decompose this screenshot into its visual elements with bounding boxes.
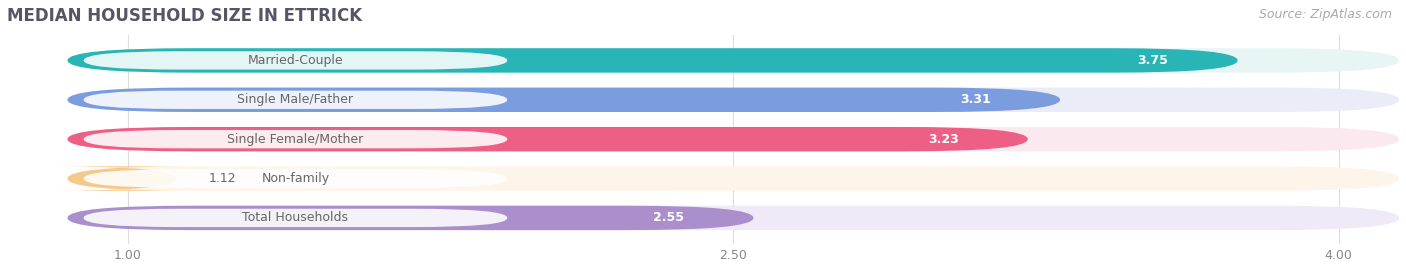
Text: Non-family: Non-family	[262, 172, 329, 185]
FancyBboxPatch shape	[67, 206, 754, 230]
Text: Single Female/Mother: Single Female/Mother	[228, 133, 364, 146]
FancyBboxPatch shape	[83, 51, 508, 70]
FancyBboxPatch shape	[52, 166, 193, 191]
FancyBboxPatch shape	[67, 88, 1060, 112]
FancyBboxPatch shape	[67, 206, 1399, 230]
FancyBboxPatch shape	[67, 88, 1399, 112]
FancyBboxPatch shape	[67, 127, 1028, 151]
FancyBboxPatch shape	[83, 209, 508, 227]
FancyBboxPatch shape	[67, 48, 1237, 73]
FancyBboxPatch shape	[83, 91, 508, 109]
FancyBboxPatch shape	[67, 48, 1399, 73]
FancyBboxPatch shape	[898, 91, 1052, 109]
FancyBboxPatch shape	[83, 130, 508, 148]
Text: Married-Couple: Married-Couple	[247, 54, 343, 67]
Text: 1.12: 1.12	[208, 172, 236, 185]
FancyBboxPatch shape	[592, 209, 745, 227]
Text: MEDIAN HOUSEHOLD SIZE IN ETTRICK: MEDIAN HOUSEHOLD SIZE IN ETTRICK	[7, 7, 363, 25]
Text: Source: ZipAtlas.com: Source: ZipAtlas.com	[1258, 8, 1392, 21]
FancyBboxPatch shape	[1076, 52, 1230, 69]
Text: 2.55: 2.55	[654, 211, 685, 224]
Text: 3.31: 3.31	[960, 93, 991, 106]
FancyBboxPatch shape	[866, 130, 1019, 148]
Text: 3.75: 3.75	[1137, 54, 1168, 67]
FancyBboxPatch shape	[67, 127, 1399, 151]
FancyBboxPatch shape	[67, 166, 1399, 191]
Text: 3.23: 3.23	[928, 133, 959, 146]
Text: Total Households: Total Households	[242, 211, 349, 224]
Text: Single Male/Father: Single Male/Father	[238, 93, 353, 106]
FancyBboxPatch shape	[83, 169, 508, 188]
